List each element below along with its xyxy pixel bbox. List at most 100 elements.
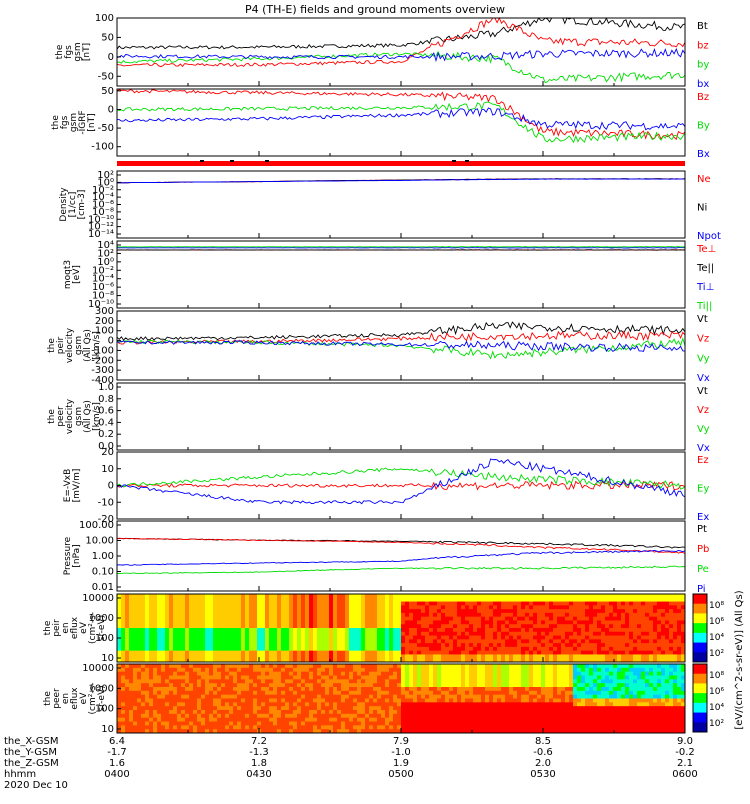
heat-cell	[289, 646, 294, 652]
heat-cell	[265, 639, 270, 644]
heat-cell	[237, 646, 242, 652]
heat-cell	[645, 628, 650, 633]
heat-cell	[125, 594, 130, 599]
heat-cell	[153, 654, 158, 659]
heat-cell	[445, 683, 450, 688]
heat-cell	[181, 635, 186, 640]
heat-cell	[677, 612, 682, 618]
heat-cell	[465, 605, 470, 610]
heat-cell	[237, 671, 242, 676]
heat-cell	[545, 710, 550, 715]
heat-cell	[429, 675, 434, 680]
heat-cell	[373, 690, 378, 696]
heat-cell	[581, 594, 586, 599]
heat-cell	[545, 594, 550, 599]
heat-cell	[565, 601, 570, 606]
heat-cell	[353, 679, 358, 684]
heat-cell	[385, 683, 390, 688]
heat-cell	[505, 675, 510, 680]
heat-cell	[229, 624, 234, 629]
heat-cell	[585, 635, 590, 640]
heat-cell	[337, 643, 342, 648]
heat-cell	[213, 631, 218, 636]
heat-cell	[593, 609, 598, 614]
heat-cell	[641, 694, 646, 699]
heat-cell	[205, 690, 210, 696]
heat-cell	[597, 667, 602, 673]
heat-cell	[549, 687, 554, 692]
heat-cell	[485, 616, 490, 621]
heat-cell	[377, 664, 382, 669]
heat-cell	[445, 675, 450, 680]
heat-cell	[641, 624, 646, 629]
heat-cell	[449, 654, 454, 659]
heat-cell	[549, 624, 554, 629]
heat-cell	[517, 683, 522, 688]
heat-cell	[269, 646, 274, 652]
heat-cell	[657, 667, 662, 673]
heat-cell	[325, 597, 330, 602]
heat-cell	[601, 721, 606, 726]
heat-cell	[545, 650, 550, 655]
heat-cell	[421, 658, 426, 663]
heat-cell	[369, 658, 374, 663]
heat-cell	[361, 710, 366, 715]
heat-cell	[281, 609, 286, 614]
heat-cell	[617, 597, 622, 602]
heat-cell	[173, 702, 178, 707]
heat-cell	[309, 628, 314, 633]
heat-cell	[533, 624, 538, 629]
heat-cell	[377, 702, 382, 707]
heat-cell	[493, 721, 498, 726]
heat-cell	[261, 717, 266, 722]
heat-cell	[393, 643, 398, 648]
heat-cell	[233, 609, 238, 614]
heat-cell	[541, 675, 546, 680]
heat-cell	[353, 620, 358, 625]
heat-cell	[313, 609, 318, 614]
heat-cell	[649, 667, 654, 673]
heat-cell	[401, 643, 406, 648]
heat-cell	[249, 628, 254, 633]
heat-cell	[601, 605, 606, 610]
heat-cell	[633, 635, 638, 640]
heat-cell	[517, 713, 522, 719]
heat-cell	[141, 675, 146, 680]
heat-cell	[285, 664, 290, 669]
heat-cell	[393, 624, 398, 629]
heat-cell	[317, 605, 322, 610]
heat-cell	[601, 609, 606, 614]
heat-cell	[637, 624, 642, 629]
heat-cell	[369, 667, 374, 673]
heat-cell	[401, 702, 406, 707]
heat-cell	[125, 605, 130, 610]
heat-cell	[605, 717, 610, 722]
heat-cell	[421, 706, 426, 711]
heat-cell	[673, 635, 678, 640]
heat-cell	[313, 616, 318, 621]
heat-cell	[581, 664, 586, 669]
heat-cell	[365, 725, 370, 730]
heat-cell	[125, 683, 130, 688]
heat-cell	[209, 620, 214, 625]
heat-cell	[601, 658, 606, 663]
heat-cell	[265, 702, 270, 707]
heat-cell	[221, 594, 226, 599]
heat-cell	[485, 650, 490, 655]
heat-cell	[633, 706, 638, 711]
heat-cell	[617, 667, 622, 673]
heat-cell	[633, 654, 638, 659]
heat-cell	[289, 694, 294, 699]
heat-cell	[309, 609, 314, 614]
heat-cell	[297, 594, 302, 599]
heat-cell	[465, 631, 470, 636]
heat-cell	[461, 620, 466, 625]
heat-cell	[241, 597, 246, 602]
heat-cell	[385, 628, 390, 633]
heat-cell	[257, 612, 262, 618]
heat-cell	[349, 721, 354, 726]
heat-cell	[489, 664, 494, 669]
heat-cell	[425, 675, 430, 680]
heat-cell	[197, 690, 202, 696]
heat-cell	[581, 609, 586, 614]
